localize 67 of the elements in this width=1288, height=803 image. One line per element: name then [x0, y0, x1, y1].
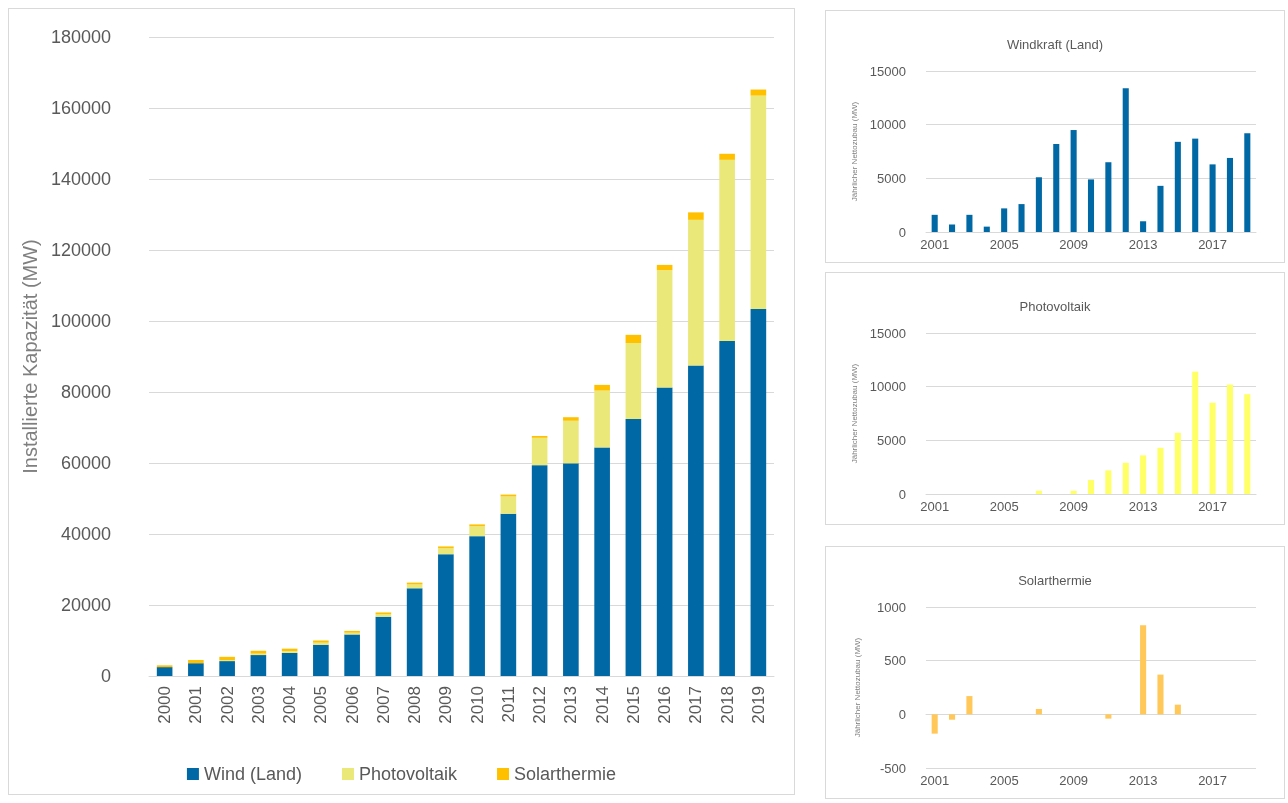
y-tick-label: -500 [879, 760, 906, 776]
x-tick-label: 2018 [717, 686, 737, 724]
y-tick-label: 0 [898, 706, 906, 722]
x-tick-label: 2013 [1128, 237, 1158, 252]
y-tick-label: 40000 [60, 524, 111, 544]
x-tick-label: 2009 [1059, 499, 1089, 514]
x-tick-label: 2002 [217, 686, 237, 724]
x-tick-label: 2017 [1198, 499, 1228, 514]
y-tick-label: 80000 [60, 382, 111, 402]
x-tick-label: 2017 [1198, 773, 1228, 788]
y-tick-label: 100000 [50, 311, 111, 331]
y-tick-label: 5000 [877, 432, 906, 448]
y-axis-title: Jährlicher Nettozubau (MW) [852, 637, 862, 738]
x-tick-label: 2017 [686, 686, 706, 724]
y-axis-title: Installierte Kapazität (MW) [19, 239, 42, 474]
x-tick-label: 2000 [155, 686, 175, 724]
x-tick-label: 2009 [1059, 773, 1089, 788]
y-tick-label: 10000 [869, 117, 906, 133]
y-tick-label: 0 [898, 486, 906, 502]
y-tick-label: 15000 [869, 325, 906, 341]
x-tick-label: 2019 [748, 686, 768, 724]
y-tick-label: 140000 [50, 169, 111, 189]
x-tick-label: 2011 [498, 686, 518, 723]
legend-label: Wind (Land) [203, 764, 302, 784]
y-tick-label: 5000 [877, 170, 906, 186]
x-tick-label: 2013 [1128, 499, 1158, 514]
x-tick-label: 2012 [530, 686, 550, 724]
y-tick-label: 0 [898, 224, 906, 240]
x-tick-label: 2003 [248, 686, 268, 724]
chart-title: Solarthermie [1018, 573, 1092, 588]
y-tick-label: 15000 [869, 63, 906, 79]
chart-title: Photovoltaik [1019, 299, 1091, 314]
x-tick-label: 2005 [989, 773, 1019, 788]
x-tick-label: 2001 [186, 686, 206, 724]
x-tick-label: 2013 [561, 686, 581, 724]
x-tick-label: 2004 [280, 686, 300, 724]
x-tick-label: 2005 [989, 499, 1019, 514]
y-axis-title: Jährlicher Nettozubau (MW) [850, 363, 860, 464]
chart-title: Windkraft (Land) [1006, 37, 1104, 52]
x-tick-label: 2005 [311, 686, 331, 724]
y-tick-label: 180000 [50, 27, 111, 47]
x-tick-label: 2005 [989, 237, 1019, 252]
y-tick-label: 160000 [50, 98, 111, 118]
y-axis-title: Jährlicher Nettozubau (MW) [850, 101, 860, 202]
x-tick-label: 2001 [920, 237, 950, 252]
x-tick-label: 2015 [623, 686, 643, 724]
x-tick-label: 2009 [1059, 237, 1089, 252]
x-tick-label: 2001 [920, 499, 950, 514]
x-tick-label: 2017 [1198, 237, 1228, 252]
x-tick-label: 2013 [1128, 773, 1158, 788]
x-tick-label: 2001 [920, 773, 950, 788]
legend-label: Solarthermie [514, 764, 617, 784]
y-tick-label: 20000 [60, 595, 111, 615]
x-tick-label: 2006 [342, 686, 362, 724]
x-tick-label: 2008 [405, 686, 425, 724]
y-tick-label: 120000 [50, 240, 111, 260]
y-tick-label: 1000 [877, 599, 906, 615]
y-tick-label: 60000 [60, 453, 111, 473]
x-tick-label: 2007 [373, 686, 393, 724]
x-tick-label: 2010 [467, 686, 487, 724]
y-tick-label: 500 [884, 653, 906, 669]
y-tick-label: 0 [100, 666, 111, 686]
x-tick-label: 2009 [436, 686, 456, 724]
x-tick-label: 2014 [592, 686, 612, 724]
x-tick-label: 2016 [655, 686, 675, 724]
y-tick-label: 10000 [869, 379, 906, 395]
legend-label: Photovoltaik [358, 764, 459, 784]
